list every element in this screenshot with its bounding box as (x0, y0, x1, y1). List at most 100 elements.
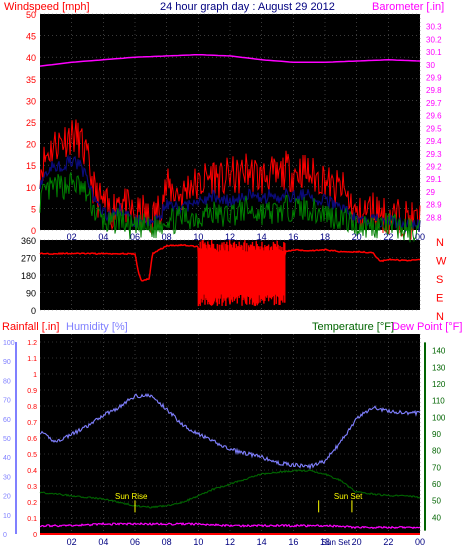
rain-tick-label: 0 (33, 532, 37, 539)
humidity-tick-label: 30 (3, 474, 11, 481)
direction-tick-label: 180 (21, 271, 36, 281)
climate-x-tick-label: 18 (320, 537, 330, 547)
barometer-tick-label: 29.6 (426, 112, 442, 121)
temperature-tick-label: 80 (432, 447, 441, 456)
compass-label: E (436, 293, 443, 305)
direction-tick-label: 0 (31, 306, 36, 316)
temperature-tick-label: 70 (432, 463, 441, 472)
humidity-tick-label: 80 (3, 378, 11, 385)
barometer-tick-label: 29.2 (426, 162, 442, 171)
climate-x-tick-label: 22 (383, 537, 393, 547)
rain-tick-label: 1 (33, 372, 37, 379)
climate-x-tick-label: 14 (257, 537, 267, 547)
temperature-tick-label: 100 (432, 413, 446, 422)
wind-x-tick-label: 12 (225, 232, 235, 242)
wind-x-tick-label: 22 (383, 232, 393, 242)
humidity-tick-label: 40 (3, 455, 11, 462)
barometer-tick-label: 29.4 (426, 137, 442, 146)
climate-x-tick-label: 06 (130, 537, 140, 547)
wind-tick-label: 5 (31, 204, 36, 214)
temperature-tick-label: 110 (432, 397, 445, 406)
direction-series (39, 240, 420, 307)
wind-series (39, 53, 421, 243)
climate-x-tick-label: 10 (193, 537, 203, 547)
barometer-tick-label: 28.9 (426, 201, 442, 210)
wind-tick-label: 25 (26, 118, 36, 128)
temperature-line (39, 469, 421, 509)
barometer-tick-label: 29 (426, 188, 435, 197)
temperature-tick-label: 130 (432, 363, 446, 372)
climate-x-tick-label: 08 (162, 537, 172, 547)
dew-point-line (39, 521, 421, 530)
rain-tick-label: 1.2 (27, 340, 37, 347)
direction-grid (40, 239, 421, 311)
humidity-tick-label: 50 (3, 436, 11, 443)
humidity-line (39, 392, 421, 471)
wind-tick-label: 30 (26, 96, 36, 106)
temperature-tick-label: 60 (432, 480, 441, 489)
barometer-axis-label: Barometer [.in] (372, 1, 444, 13)
barometer-tick-label: 28.8 (426, 213, 442, 222)
humidity-tick-label: 70 (3, 398, 11, 405)
wind-tick-label: 35 (26, 75, 36, 85)
wind-x-tick-label: 00 (415, 232, 425, 242)
humidity-tick-label: 10 (3, 513, 11, 520)
rain-tick-label: 0.3 (27, 484, 37, 491)
wind-max-line (39, 119, 421, 240)
wind-x-tick-label: 10 (193, 232, 203, 242)
climate-x-tick-label: 16 (288, 537, 298, 547)
barometer-tick-label: 29.8 (426, 86, 442, 95)
barometer-tick-label: 29.5 (426, 124, 442, 133)
barometer-line (39, 53, 421, 67)
compass-label: N (436, 311, 444, 323)
temperature-tick-label: 40 (432, 513, 441, 522)
barometer-tick-label: 29.3 (426, 150, 442, 159)
wind-tick-label: 0 (31, 226, 36, 236)
climate-x-tick-label: 02 (67, 537, 77, 547)
humidity-tick-label: 20 (3, 494, 11, 501)
humidity-tick-label: 100 (3, 340, 15, 347)
wind-axis-label: Windspeed [mph] (4, 1, 90, 13)
rain-tick-label: 0.6 (27, 436, 37, 443)
sunrise-label: Sun Rise (115, 492, 148, 501)
wind-x-tick-label: 04 (98, 232, 108, 242)
barometer-tick-label: 29.1 (426, 175, 442, 184)
wind-min-line (39, 172, 421, 243)
climate-x-tick-label: 04 (98, 537, 108, 547)
wind-x-tick-label: 20 (352, 232, 362, 242)
wind-x-tick-label: 06 (130, 232, 140, 242)
direction-tick-label: 90 (26, 289, 36, 299)
rain-tick-label: 0.7 (27, 420, 37, 427)
temperature-tick-label: 90 (432, 430, 441, 439)
wind-tick-label: 20 (26, 140, 36, 150)
wind-tick-label: 10 (26, 183, 36, 193)
chart-title: 24 hour graph day : August 29 2012 (160, 1, 335, 13)
direction-tick-label: 360 (21, 236, 36, 246)
compass-label: W (436, 256, 447, 268)
humidity-tick-label: 60 (3, 417, 11, 424)
barometer-tick-label: 29.7 (426, 99, 442, 108)
barometer-tick-label: 30.2 (426, 35, 442, 44)
climate-x-tick-label: 12 (225, 537, 235, 547)
dew-point-axis-label: Dew Point [°F] (392, 321, 462, 333)
climate-ticks: 0 0.1 0.2 0.3 0.4 0.5 0.6 0.7 0.8 0.9 1 1.1 1.2 0 10 20… (3, 340, 446, 547)
direction-tick-label: 270 (21, 254, 36, 264)
compass-label: S (436, 274, 443, 286)
humidity-axis-label: Humidity [%] (66, 321, 128, 333)
rain-tick-label: 0.5 (27, 452, 37, 459)
humidity-tick-label: 90 (3, 359, 11, 366)
climate-x-tick-label: 00 (415, 537, 425, 547)
rain-tick-label: 1.1 (27, 356, 37, 363)
temperature-tick-label: 140 (432, 347, 446, 356)
rain-tick-label: 0.9 (27, 388, 37, 395)
wind-ticks: 0 5 10 15 20 25 30 35 40 45 50 28.8 28.9 29 29.1 29.2 29… (26, 10, 442, 242)
wind-x-tick-label: 14 (257, 232, 267, 242)
barometer-tick-label: 30 (426, 61, 435, 70)
wind-tick-label: 40 (26, 53, 36, 63)
wind-tick-label: 15 (26, 161, 36, 171)
wind-x-tick-label: 18 (320, 232, 330, 242)
rainfall-axis-label: Rainfall [.in] (2, 321, 59, 333)
barometer-tick-label: 30.3 (426, 23, 442, 32)
climate-series: Sun Rise Sun Set Sun Set (39, 392, 421, 547)
